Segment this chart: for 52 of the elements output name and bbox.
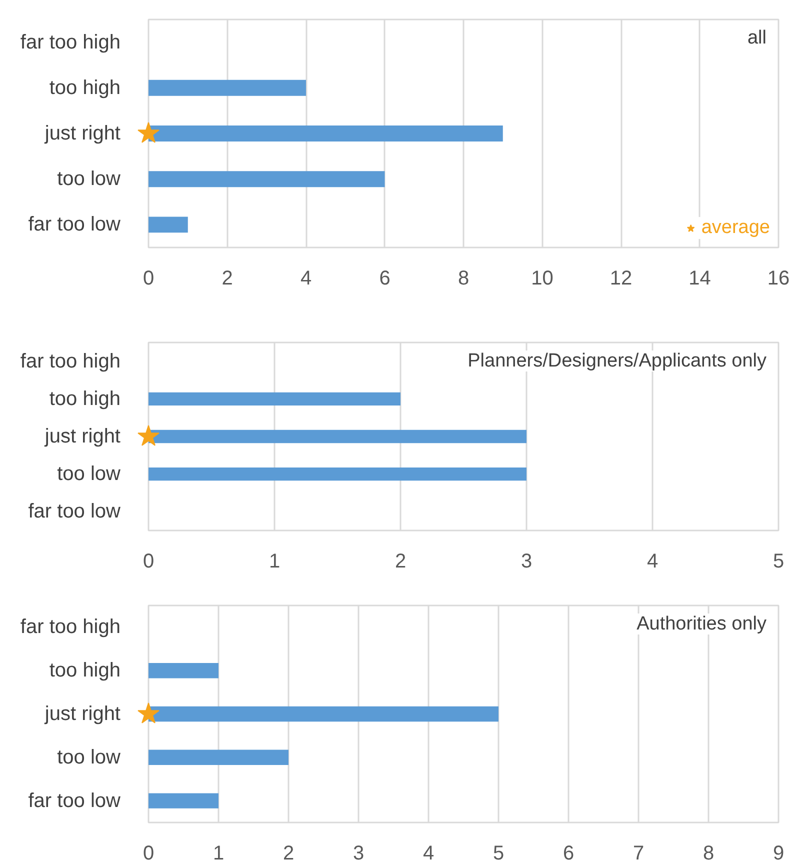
y-tick-label: far too low bbox=[28, 214, 122, 236]
annotation: all bbox=[747, 28, 767, 48]
x-tick-label: 6 bbox=[379, 268, 390, 290]
x-tick-label: 9 bbox=[772, 842, 784, 864]
x-tick-label: 4 bbox=[422, 842, 434, 864]
x-tick-label: 5 bbox=[492, 842, 504, 864]
x-tick-label: 0 bbox=[142, 550, 154, 572]
x-tick-label: 3 bbox=[352, 842, 364, 864]
legend-label: average bbox=[701, 217, 770, 239]
x-tick-label: 4 bbox=[300, 268, 312, 290]
x-tick-label: 12 bbox=[610, 268, 632, 290]
y-tick-label: far too low bbox=[28, 790, 122, 812]
x-tick-label: 2 bbox=[282, 842, 294, 864]
bar bbox=[148, 126, 503, 142]
y-tick-label: just right bbox=[44, 703, 121, 725]
x-tick-label: 10 bbox=[531, 268, 554, 290]
x-tick-label: 2 bbox=[394, 550, 406, 572]
y-tick-label: too high bbox=[49, 388, 120, 410]
x-tick-label: 5 bbox=[772, 550, 784, 572]
bar bbox=[148, 171, 385, 188]
x-tick-label: 0 bbox=[142, 268, 154, 290]
bar bbox=[148, 750, 288, 765]
x-tick-label: 0 bbox=[142, 842, 154, 864]
x-tick-label: 4 bbox=[646, 550, 658, 572]
y-tick-label: too low bbox=[57, 746, 122, 768]
bar bbox=[148, 706, 498, 722]
y-tick-label: just right bbox=[44, 122, 121, 144]
x-tick-label: 3 bbox=[520, 550, 532, 572]
y-tick-label: far too high bbox=[20, 31, 121, 54]
bar bbox=[148, 663, 218, 678]
x-tick-label: 8 bbox=[458, 268, 470, 290]
y-tick-label: far too high bbox=[20, 350, 121, 372]
y-tick-label: far too low bbox=[28, 500, 122, 523]
y-tick-label: too low bbox=[57, 168, 122, 190]
x-tick-label: 6 bbox=[562, 842, 574, 864]
x-tick-label: 7 bbox=[632, 842, 644, 864]
annotation: Planners/Designers/Applicants only bbox=[468, 350, 767, 372]
x-tick-label: 1 bbox=[268, 550, 280, 572]
x-tick-label: 14 bbox=[688, 268, 711, 290]
y-tick-label: too high bbox=[49, 76, 120, 99]
x-tick-label: 1 bbox=[212, 842, 224, 864]
bar bbox=[148, 216, 188, 233]
y-tick-label: too high bbox=[49, 660, 120, 682]
bar bbox=[148, 80, 306, 96]
bar bbox=[148, 793, 218, 808]
x-tick-label: 2 bbox=[222, 268, 233, 290]
x-tick-label: 8 bbox=[702, 842, 714, 864]
annotation: Authorities only bbox=[636, 614, 767, 634]
y-tick-label: far too high bbox=[20, 616, 121, 638]
y-tick-label: just right bbox=[44, 426, 121, 448]
x-tick-label: 16 bbox=[767, 268, 790, 290]
y-tick-label: too low bbox=[57, 463, 122, 486]
